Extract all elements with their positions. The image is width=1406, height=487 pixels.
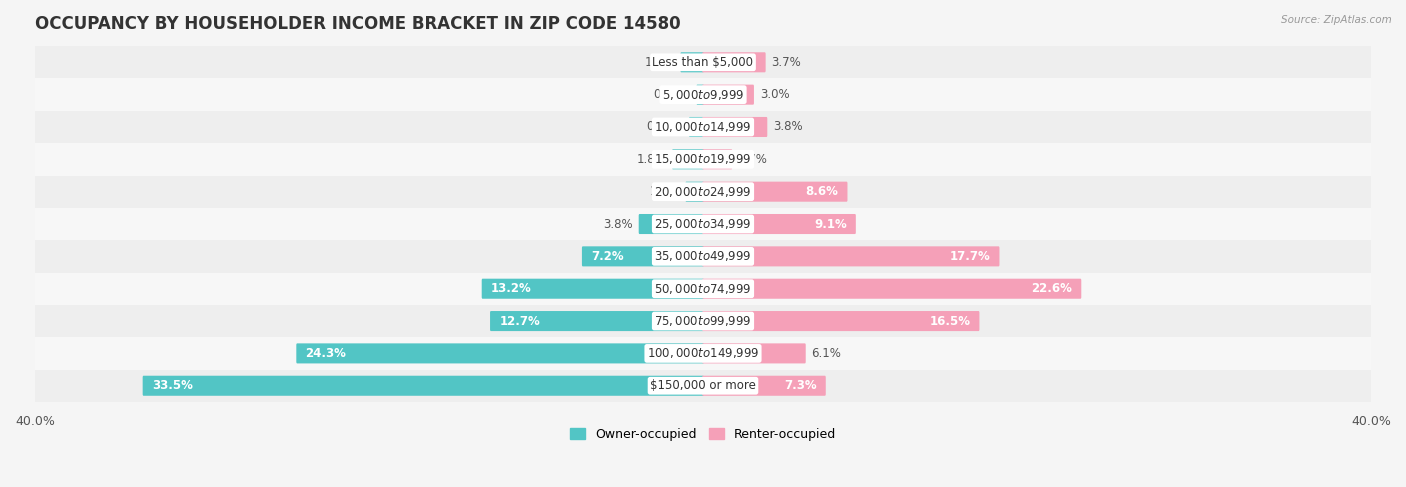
Text: 0.79%: 0.79% <box>645 120 683 133</box>
FancyBboxPatch shape <box>142 375 704 396</box>
Text: 8.6%: 8.6% <box>806 185 838 198</box>
FancyBboxPatch shape <box>689 117 704 137</box>
Text: $15,000 to $19,999: $15,000 to $19,999 <box>654 152 752 167</box>
FancyBboxPatch shape <box>35 175 1371 208</box>
FancyBboxPatch shape <box>35 337 1371 370</box>
FancyBboxPatch shape <box>702 279 1081 299</box>
FancyBboxPatch shape <box>686 182 704 202</box>
FancyBboxPatch shape <box>702 214 856 234</box>
Text: 17.7%: 17.7% <box>949 250 990 263</box>
FancyBboxPatch shape <box>35 46 1371 78</box>
FancyBboxPatch shape <box>638 214 704 234</box>
Text: 9.1%: 9.1% <box>814 218 846 230</box>
Text: 3.0%: 3.0% <box>759 88 789 101</box>
Text: 7.2%: 7.2% <box>591 250 624 263</box>
FancyBboxPatch shape <box>35 111 1371 143</box>
Text: $100,000 to $149,999: $100,000 to $149,999 <box>647 346 759 360</box>
Text: 1.3%: 1.3% <box>645 56 675 69</box>
Text: $5,000 to $9,999: $5,000 to $9,999 <box>662 88 744 102</box>
FancyBboxPatch shape <box>702 311 980 331</box>
Legend: Owner-occupied, Renter-occupied: Owner-occupied, Renter-occupied <box>565 423 841 446</box>
Text: Source: ZipAtlas.com: Source: ZipAtlas.com <box>1281 15 1392 25</box>
Text: 12.7%: 12.7% <box>499 315 540 328</box>
FancyBboxPatch shape <box>35 208 1371 240</box>
Text: 0.34%: 0.34% <box>654 88 690 101</box>
Text: $150,000 or more: $150,000 or more <box>650 379 756 392</box>
Text: $20,000 to $24,999: $20,000 to $24,999 <box>654 185 752 199</box>
FancyBboxPatch shape <box>35 143 1371 175</box>
Text: OCCUPANCY BY HOUSEHOLDER INCOME BRACKET IN ZIP CODE 14580: OCCUPANCY BY HOUSEHOLDER INCOME BRACKET … <box>35 15 681 33</box>
FancyBboxPatch shape <box>582 246 704 266</box>
FancyBboxPatch shape <box>702 150 733 169</box>
FancyBboxPatch shape <box>696 85 704 105</box>
Text: Less than $5,000: Less than $5,000 <box>652 56 754 69</box>
Text: 1.0%: 1.0% <box>650 185 679 198</box>
FancyBboxPatch shape <box>35 273 1371 305</box>
Text: 1.7%: 1.7% <box>738 153 768 166</box>
Text: 22.6%: 22.6% <box>1031 282 1073 295</box>
FancyBboxPatch shape <box>702 52 766 73</box>
Text: 33.5%: 33.5% <box>152 379 193 392</box>
FancyBboxPatch shape <box>35 240 1371 273</box>
FancyBboxPatch shape <box>702 117 768 137</box>
FancyBboxPatch shape <box>35 78 1371 111</box>
Text: 16.5%: 16.5% <box>929 315 970 328</box>
Text: $50,000 to $74,999: $50,000 to $74,999 <box>654 281 752 296</box>
Text: $25,000 to $34,999: $25,000 to $34,999 <box>654 217 752 231</box>
FancyBboxPatch shape <box>702 343 806 363</box>
Text: $35,000 to $49,999: $35,000 to $49,999 <box>654 249 752 263</box>
FancyBboxPatch shape <box>35 305 1371 337</box>
FancyBboxPatch shape <box>681 52 704 73</box>
Text: $10,000 to $14,999: $10,000 to $14,999 <box>654 120 752 134</box>
Text: 6.1%: 6.1% <box>811 347 841 360</box>
FancyBboxPatch shape <box>702 182 848 202</box>
Text: 3.7%: 3.7% <box>772 56 801 69</box>
FancyBboxPatch shape <box>482 279 704 299</box>
Text: 3.8%: 3.8% <box>603 218 633 230</box>
FancyBboxPatch shape <box>702 246 1000 266</box>
FancyBboxPatch shape <box>702 375 825 396</box>
Text: 1.8%: 1.8% <box>637 153 666 166</box>
Text: 13.2%: 13.2% <box>491 282 531 295</box>
FancyBboxPatch shape <box>672 150 704 169</box>
FancyBboxPatch shape <box>702 85 754 105</box>
Text: 3.8%: 3.8% <box>773 120 803 133</box>
FancyBboxPatch shape <box>491 311 704 331</box>
FancyBboxPatch shape <box>297 343 704 363</box>
Text: 24.3%: 24.3% <box>305 347 346 360</box>
Text: 7.3%: 7.3% <box>785 379 817 392</box>
FancyBboxPatch shape <box>35 370 1371 402</box>
Text: $75,000 to $99,999: $75,000 to $99,999 <box>654 314 752 328</box>
